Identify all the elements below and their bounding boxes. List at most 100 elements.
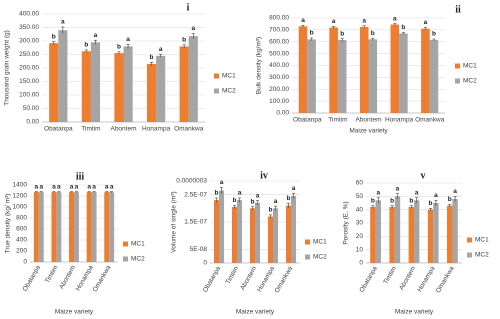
y-axis-label: Bulk density (kg/m³) (256, 37, 263, 94)
significance-letter: a (52, 183, 56, 190)
legend-swatch (305, 239, 310, 245)
significance-letter: a (220, 179, 224, 186)
bar (433, 203, 439, 263)
bar (389, 207, 395, 263)
x-tick-label: Timtim (382, 265, 398, 285)
bar (33, 192, 39, 262)
legend-label: MC1 (222, 73, 236, 80)
x-axis-label: Maize variety (349, 128, 388, 135)
legend-swatch (455, 78, 460, 84)
bar (38, 192, 44, 262)
bar (156, 55, 166, 122)
x-tick-label: Obatanpa (44, 126, 73, 133)
x-tick-label: Timtim (44, 264, 60, 284)
significance-letter: b (268, 207, 272, 214)
y-tick-label: 600.00 (269, 38, 289, 45)
bar (51, 192, 57, 262)
legend-swatch (214, 88, 219, 94)
bar (273, 208, 279, 263)
y-tick-label: 50.00 (23, 105, 40, 112)
significance-letter: b (214, 190, 218, 197)
bar (427, 209, 434, 263)
y-tick-label: 500.00 (269, 50, 289, 57)
legend-label: MC2 (313, 254, 327, 261)
y-tick-label: 700.00 (269, 27, 289, 34)
bar (394, 196, 401, 263)
legend-label: MC2 (131, 256, 145, 263)
y-tick-label: 300.00 (19, 38, 39, 45)
y-tick-label: 200.00 (269, 86, 289, 93)
bar (69, 192, 74, 262)
significance-letter: b (182, 36, 186, 43)
y-tick-label: 0.00 (276, 110, 289, 117)
significance-letter: a (393, 15, 397, 22)
y-tick-label: 30 (356, 220, 364, 227)
significance-letter: a (191, 25, 195, 32)
significance-letter: b (117, 44, 121, 51)
significance-letter: b (390, 197, 394, 204)
significance-letter: b (448, 196, 452, 203)
bar (123, 46, 133, 122)
bar (337, 39, 347, 113)
significance-letter: a (75, 183, 79, 190)
x-tick-label: Abontem (398, 265, 417, 291)
significance-letter: a (35, 183, 39, 190)
y-tick-label: 5E-08 (190, 246, 208, 253)
chart-title: iv (260, 170, 268, 181)
y-tick-label: 100.00 (19, 92, 39, 99)
significance-letter: a (238, 190, 242, 197)
bar (267, 216, 273, 263)
y-tick-label: 400.00 (269, 62, 289, 69)
chart-title: v (421, 170, 426, 181)
x-tick-label: Honampa (416, 265, 436, 293)
y-tick-label: 0 (203, 260, 207, 267)
y-tick-label: 1200 (13, 193, 28, 200)
y-tick-label: 100.00 (269, 98, 289, 105)
bar (408, 207, 414, 263)
bar (359, 26, 369, 113)
bar (114, 53, 124, 122)
x-axis-label: Maize variety (395, 309, 434, 316)
y-tick-label: 800.00 (269, 15, 289, 22)
x-tick-label: Honampa (142, 126, 171, 133)
legend-label: MC2 (222, 88, 236, 95)
bar (368, 39, 378, 113)
significance-letter: b (310, 30, 314, 37)
y-tick-label: 350.00 (19, 24, 39, 31)
y-tick-label: 150.00 (19, 78, 39, 85)
legend-swatch (305, 254, 310, 260)
bar (298, 26, 308, 113)
legend-swatch (467, 252, 472, 258)
significance-letter: b (150, 54, 154, 61)
significance-letter: a (87, 183, 91, 190)
significance-letter: a (39, 183, 43, 190)
x-tick-label: Obatanpa (293, 117, 322, 124)
y-tick-label: 0.00 (26, 119, 39, 126)
y-tick-label: 1400 (13, 182, 28, 189)
y-tick-label: 60 (356, 180, 364, 187)
significance-letter: a (292, 185, 296, 192)
x-tick-label: Honampa (385, 117, 414, 124)
bar (421, 28, 430, 113)
bar (329, 27, 338, 113)
bar (179, 46, 189, 122)
x-tick-label: Omankwa (92, 264, 113, 293)
x-tick-label: Obatanpa (22, 264, 43, 293)
legend-label: MC2 (463, 78, 477, 85)
significance-letter: a (126, 36, 130, 43)
significance-letter: a (57, 183, 61, 190)
legend-label: MC1 (475, 237, 489, 244)
bar (447, 205, 453, 263)
y-axis-label: Volume of single (m³) (171, 191, 178, 252)
significance-letter: a (396, 185, 400, 192)
bar (109, 192, 115, 262)
y-tick-label: 1.5E-07 (184, 219, 207, 226)
significance-letter: b (371, 197, 375, 204)
y-tick-label: 400 (16, 237, 27, 244)
bar (104, 192, 110, 262)
bar (291, 196, 297, 263)
bar (255, 202, 261, 263)
significance-letter: b (286, 195, 290, 202)
bar (49, 43, 59, 122)
y-tick-label: 800 (16, 215, 27, 222)
